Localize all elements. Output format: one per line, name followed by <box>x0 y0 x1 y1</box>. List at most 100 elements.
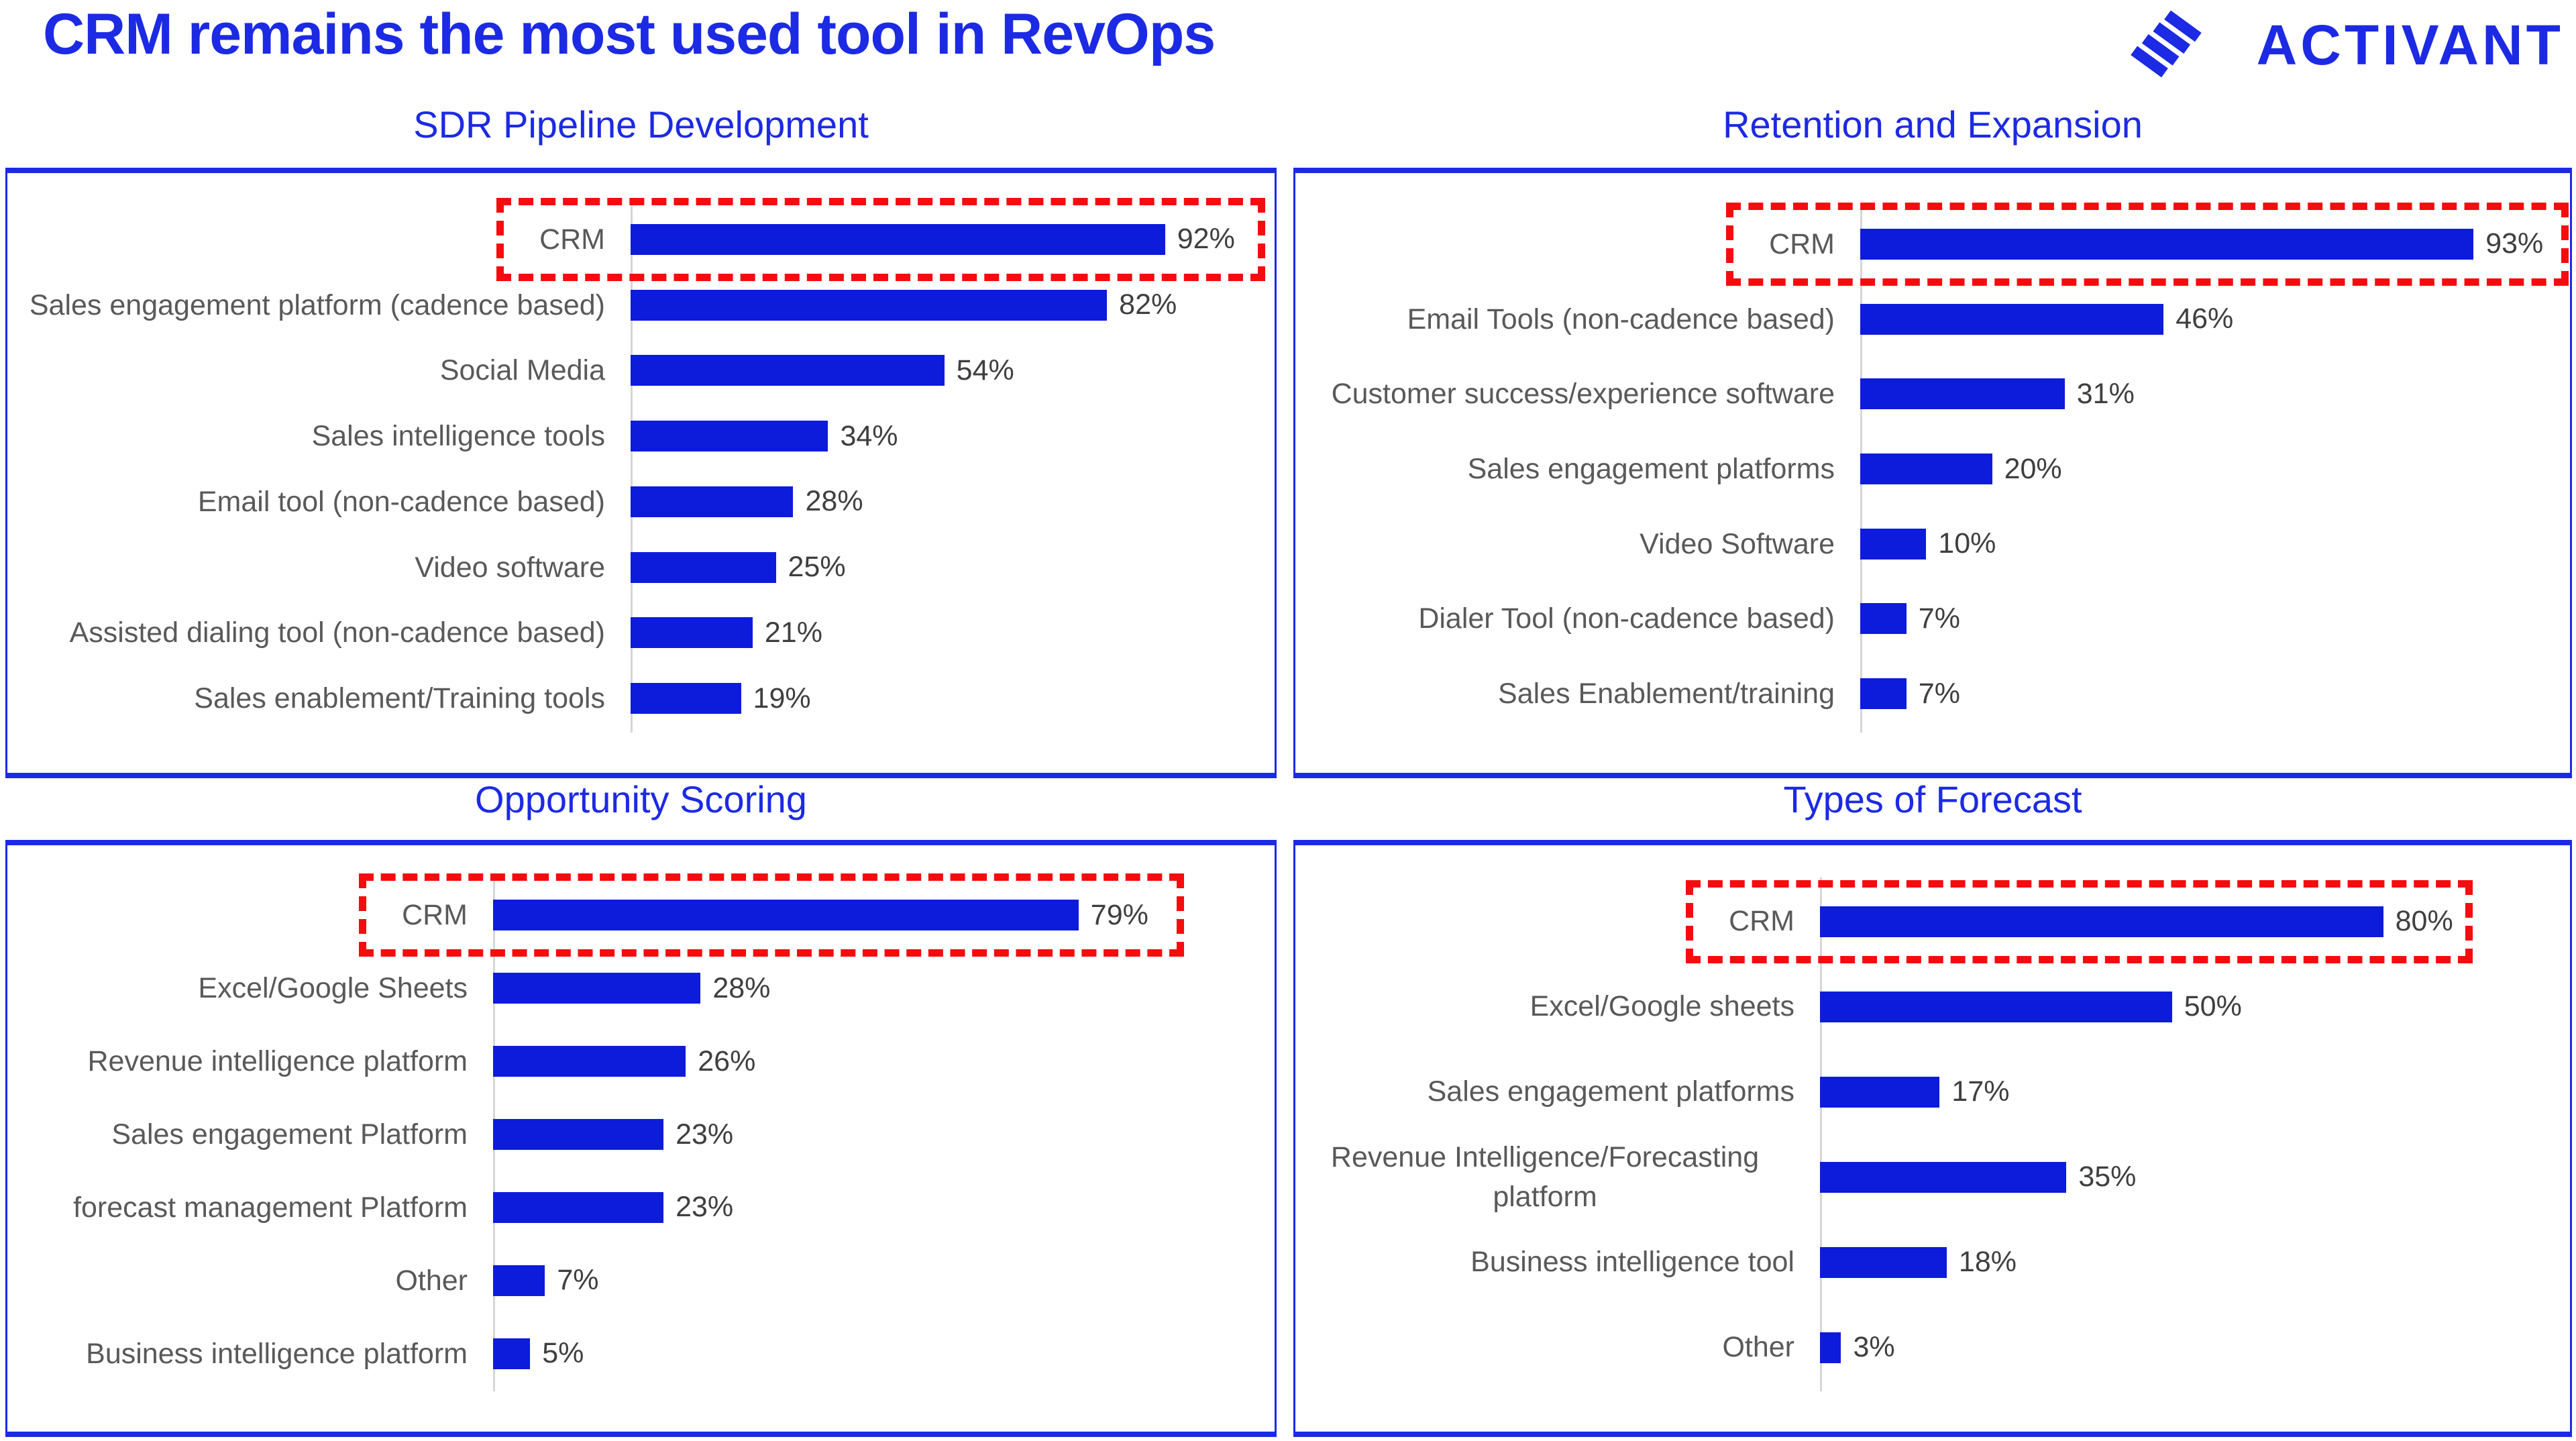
category-label: CRM <box>402 899 468 932</box>
category-label: Excel/Google sheets <box>1529 990 1794 1023</box>
value-label: 7% <box>1918 602 1960 635</box>
bar-cell: 19% <box>631 682 1264 715</box>
bar-row: Email Tools (non-cadence based) 46% <box>1295 282 2559 357</box>
bar <box>1860 678 1907 710</box>
bar-cell: 46% <box>1860 303 2559 335</box>
category-label-cell: Other <box>7 1261 493 1300</box>
bar-cell: 80% <box>1820 905 2559 938</box>
chart-title-sdr-pipeline-development: SDR Pipeline Development <box>413 103 869 146</box>
category-label: Sales Enablement/training <box>1498 678 1835 710</box>
category-label: Email tool (non-cadence based) <box>197 485 605 518</box>
category-label-cell: Dialer Tool (non-cadence based) <box>1295 599 1860 638</box>
bar <box>1860 303 2164 335</box>
value-label: 20% <box>2004 452 2062 485</box>
category-label-cell: Sales engagement platform (cadence based… <box>7 286 631 325</box>
category-label-cell: Video software <box>7 548 631 587</box>
category-label: Email Tools (non-cadence based) <box>1407 303 1835 335</box>
bar-row: Video software 25% <box>7 535 1264 600</box>
bar-cell: 23% <box>493 1118 1264 1151</box>
category-label: CRM <box>1729 905 1794 938</box>
category-label-cell: Sales intelligence tools <box>7 417 631 456</box>
chart-title-retention-and-expansion: Retention and Expansion <box>1723 103 2143 146</box>
category-label: Other <box>395 1264 468 1297</box>
bar <box>493 973 701 1004</box>
bar <box>493 900 1079 931</box>
value-label: 3% <box>1853 1331 1895 1363</box>
value-label: 7% <box>1918 677 1960 710</box>
chart-title-opportunity-scoring: Opportunity Scoring <box>475 778 807 820</box>
value-label: 21% <box>764 616 822 649</box>
category-label: Other <box>1722 1331 1794 1364</box>
category-label-cell: Email Tools (non-cadence based) <box>1295 300 1860 339</box>
bar-row: Revenue Intelligence/Forecasting platfor… <box>1295 1134 2559 1220</box>
bar <box>631 617 753 649</box>
category-label-cell: Customer success/experience software <box>1295 374 1860 413</box>
category-label-cell: Sales engagement platforms <box>1295 1072 1820 1111</box>
bar <box>631 289 1108 321</box>
activant-logo-text: ACTIVANT <box>2256 13 2564 76</box>
value-label: 18% <box>1958 1246 2017 1278</box>
bar-cell: 5% <box>493 1337 1264 1370</box>
bar-cell: 54% <box>631 354 1264 387</box>
category-label-cell: Other <box>1295 1328 1820 1367</box>
bar <box>493 1265 545 1296</box>
bar <box>1820 1076 1940 1108</box>
value-label: 19% <box>753 682 811 714</box>
category-label-cell: Revenue Intelligence/Forecasting platfor… <box>1295 1138 1820 1216</box>
bar-cell: 79% <box>493 899 1264 932</box>
bar-row: Business intelligence tool 18% <box>1295 1220 2559 1305</box>
bar <box>1860 453 1992 485</box>
category-label: Revenue Intelligence/Forecasting platfor… <box>1330 1141 1760 1213</box>
category-label-cell: Excel/Google sheets <box>1295 987 1820 1026</box>
category-label: Business intelligence tool <box>1470 1246 1794 1279</box>
bar <box>631 551 776 583</box>
bar-cell: 93% <box>1860 227 2559 260</box>
category-label: Assisted dialing tool (non-cadence based… <box>69 617 605 649</box>
bar <box>1820 1246 1947 1278</box>
bar-cell: 18% <box>1820 1246 2559 1279</box>
bar-row: Customer success/experience software 31% <box>1295 356 2559 431</box>
bar-rows: CRM 80% Excel/Google sheets 50% Sales engage… <box>1295 879 2559 1390</box>
category-label: Revenue intelligence platform <box>87 1045 468 1078</box>
category-label-cell: Excel/Google Sheets <box>7 969 493 1008</box>
bar-row: Revenue intelligence platform 26% <box>7 1025 1264 1098</box>
bar <box>1820 1161 2067 1193</box>
category-label: Sales enablement/Training tools <box>194 682 605 715</box>
bar-row: CRM 79% <box>7 873 1264 957</box>
bar-row: Video Software 10% <box>1295 506 2559 582</box>
bar <box>631 421 828 452</box>
category-label: Excel/Google Sheets <box>198 972 468 1005</box>
chart-panel-types-of-forecast: CRM 80% Excel/Google sheets 50% Sales engage… <box>1293 840 2572 1437</box>
category-label: Sales engagement platforms <box>1467 452 1835 485</box>
value-label: 7% <box>557 1264 599 1297</box>
category-label: Sales engagement Platform <box>111 1118 468 1151</box>
bar-row: Assisted dialing tool (non-cadence based… <box>7 600 1264 666</box>
category-axis-line <box>1820 877 1822 1391</box>
bar-cell: 82% <box>631 288 1264 321</box>
bar-row: Other 3% <box>1295 1305 2559 1390</box>
bar-row: forecast management Platform 23% <box>7 1171 1264 1244</box>
bar-cell: 17% <box>1820 1075 2559 1108</box>
value-label: 50% <box>2184 990 2242 1022</box>
bar-row: Sales engagement platforms 17% <box>1295 1049 2559 1134</box>
bar-cell: 25% <box>631 551 1264 584</box>
bar-row: Sales Enablement/training 7% <box>1295 656 2559 731</box>
category-label: Dialer Tool (non-cadence based) <box>1418 602 1835 635</box>
bar-row: Sales intelligence tools 34% <box>7 403 1264 469</box>
bar-row: Sales enablement/Training tools 19% <box>7 665 1264 731</box>
bar <box>631 223 1165 255</box>
bar <box>1820 906 2383 937</box>
value-label: 28% <box>712 971 771 1004</box>
bar-row: Sales engagement Platform 23% <box>7 1098 1264 1171</box>
value-label: 82% <box>1119 288 1177 321</box>
bar-row: Excel/Google Sheets 28% <box>7 952 1264 1025</box>
bar-cell: 28% <box>631 485 1264 518</box>
bar-cell: 3% <box>1820 1331 2559 1364</box>
value-label: 23% <box>676 1191 734 1224</box>
bar <box>493 1119 664 1150</box>
category-label: Business intelligence platform <box>86 1337 468 1370</box>
value-label: 31% <box>2076 377 2135 410</box>
bar-row: Excel/Google sheets 50% <box>1295 964 2559 1049</box>
category-label-cell: CRM <box>1295 225 1860 264</box>
category-label-cell: Video Software <box>1295 525 1860 564</box>
